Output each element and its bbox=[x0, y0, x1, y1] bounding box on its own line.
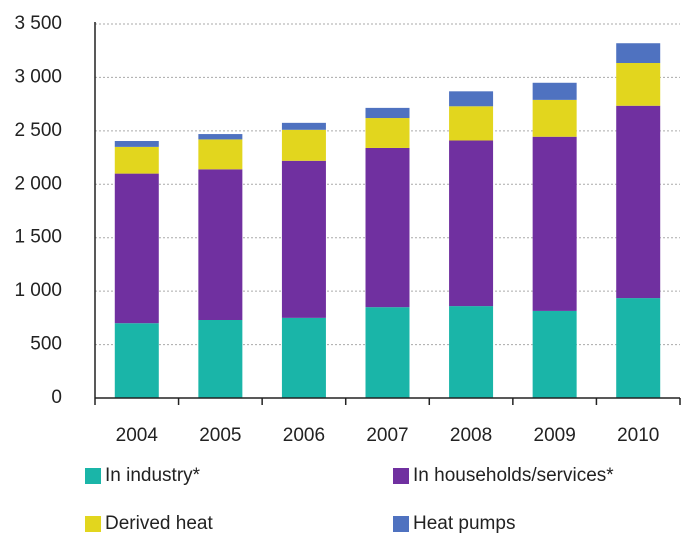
x-tick-label: 2007 bbox=[366, 425, 408, 446]
bar-segment bbox=[365, 118, 410, 148]
bar-segment bbox=[532, 136, 577, 311]
y-tick-label: 500 bbox=[30, 334, 62, 355]
legend-swatch bbox=[85, 468, 101, 484]
bar-segment bbox=[365, 307, 410, 398]
bar-segment bbox=[616, 63, 661, 106]
bar-segment bbox=[449, 91, 494, 107]
y-tick-label: 2 500 bbox=[14, 120, 62, 141]
bar-segment bbox=[198, 169, 243, 320]
bar-segment bbox=[281, 122, 326, 130]
bar-segment bbox=[198, 139, 243, 170]
legend-label: Heat pumps bbox=[413, 513, 515, 534]
bar-segment bbox=[532, 99, 577, 137]
bar-segment bbox=[114, 146, 159, 174]
bar-segment bbox=[281, 317, 326, 398]
y-tick-label: 0 bbox=[51, 387, 62, 408]
bar-segment bbox=[616, 298, 661, 398]
legend-swatch bbox=[85, 516, 101, 532]
x-tick-label: 2008 bbox=[450, 425, 492, 446]
x-tick-label: 2010 bbox=[617, 425, 659, 446]
bar-segment bbox=[281, 160, 326, 318]
legend-label: Derived heat bbox=[105, 513, 213, 534]
x-tick-label: 2005 bbox=[199, 425, 241, 446]
y-tick-label: 1 500 bbox=[14, 227, 62, 248]
x-tick-label: 2006 bbox=[283, 425, 325, 446]
bar-segment bbox=[449, 306, 494, 398]
bar-segment bbox=[198, 134, 243, 140]
bar-segment bbox=[114, 173, 159, 324]
legend-swatch bbox=[393, 516, 409, 532]
legend-label: In industry* bbox=[105, 465, 201, 486]
bar-segment bbox=[532, 310, 577, 398]
bar-segment bbox=[365, 147, 410, 308]
bar-segment bbox=[114, 141, 159, 147]
x-tick-label: 2004 bbox=[116, 425, 159, 446]
bar-segment bbox=[616, 43, 661, 64]
bar-segment bbox=[449, 106, 494, 141]
legend-label: In households/services* bbox=[413, 465, 614, 486]
y-tick-label: 2 000 bbox=[14, 173, 62, 194]
bar-segment bbox=[114, 323, 159, 398]
bar-segment bbox=[616, 105, 661, 299]
y-tick-label: 3 500 bbox=[14, 13, 62, 34]
bar-segment bbox=[198, 319, 243, 398]
y-tick-label: 1 000 bbox=[14, 280, 62, 301]
bar-segment bbox=[532, 82, 577, 100]
x-tick-label: 2009 bbox=[534, 425, 576, 446]
y-tick-label: 3 000 bbox=[14, 66, 62, 87]
bar-segment bbox=[449, 140, 494, 307]
legend-swatch bbox=[393, 468, 409, 484]
bar-segment bbox=[281, 129, 326, 161]
bar-segment bbox=[365, 107, 410, 119]
